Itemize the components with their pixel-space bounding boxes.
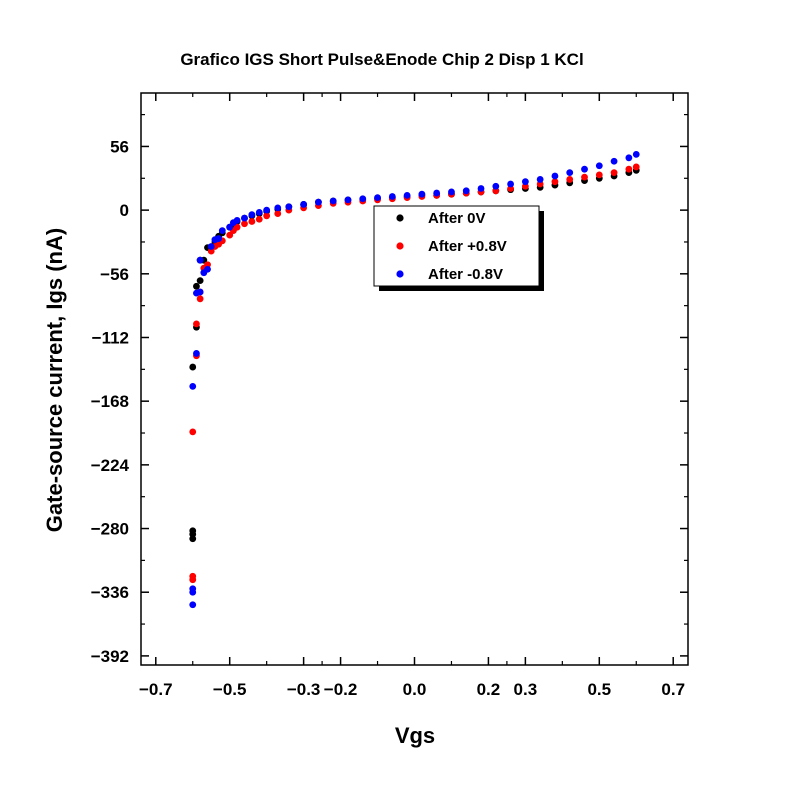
data-point	[274, 210, 282, 217]
data-point	[551, 178, 559, 186]
data-point	[233, 216, 241, 224]
data-point	[189, 428, 197, 436]
data-point	[359, 195, 367, 203]
data-point	[536, 176, 544, 183]
data-point	[226, 231, 234, 239]
data-point	[248, 218, 256, 225]
data-point	[315, 198, 322, 206]
data-point	[625, 165, 633, 173]
y-tick-label: 0	[120, 201, 129, 220]
data-point	[241, 220, 248, 228]
data-point	[344, 196, 352, 204]
y-axis: 56 0 −56 −112 −168 −224 −280 −336 −392	[91, 114, 688, 666]
data-point	[418, 190, 426, 198]
x-tick-label: −0.7	[139, 680, 173, 699]
data-point	[248, 211, 256, 219]
y-tick-label: 56	[110, 137, 129, 156]
data-point	[263, 212, 271, 220]
x-tick-label: 0.2	[477, 680, 501, 699]
data-point	[566, 176, 574, 183]
data-point	[610, 157, 618, 165]
legend-label: After 0V	[428, 210, 486, 227]
data-point	[507, 180, 514, 188]
data-point	[193, 320, 200, 328]
legend: After 0V After +0.8V After -0.8V	[373, 205, 544, 291]
x-tick-label: −0.5	[213, 680, 247, 699]
data-point	[521, 178, 529, 186]
data-point	[193, 350, 200, 357]
legend-label: After +0.8V	[428, 238, 507, 255]
y-tick-label: −280	[91, 520, 129, 539]
x-tick-label: −0.2	[324, 680, 358, 699]
data-point	[196, 288, 204, 296]
y-tick-label: −224	[91, 456, 130, 475]
data-point	[388, 193, 396, 200]
legend-marker	[396, 270, 404, 278]
legend-label: After -0.8V	[428, 266, 503, 283]
data-point	[374, 194, 381, 202]
data-point	[433, 189, 441, 197]
x-tick-label: 0.3	[514, 680, 538, 699]
data-point	[226, 223, 234, 231]
chart-title: Grafico IGS Short Pulse&Enode Chip 2 Dis…	[180, 50, 583, 69]
data-point	[492, 182, 500, 190]
legend-marker	[396, 214, 404, 222]
data-point	[477, 185, 485, 192]
data-point	[274, 204, 282, 212]
data-point	[285, 203, 293, 211]
plot-area-frame	[140, 92, 689, 666]
data-point	[196, 295, 204, 303]
data-point	[595, 162, 603, 170]
x-axis-label: Vgs	[395, 723, 435, 748]
data-point	[233, 223, 241, 231]
data-point	[215, 235, 223, 242]
x-tick-label: 0.5	[587, 680, 611, 699]
data-point	[196, 256, 204, 264]
y-tick-label: −56	[100, 265, 129, 284]
y-tick-label: −392	[91, 647, 129, 666]
data-point	[207, 243, 215, 250]
y-axis-label: Gate-source current, Igs (nA)	[42, 228, 67, 532]
x-tick-label: 0.7	[661, 680, 685, 699]
y-tick-label: −112	[92, 328, 129, 347]
data-point	[403, 191, 411, 199]
data-point	[241, 214, 248, 222]
data-point	[196, 277, 204, 285]
data-point	[218, 227, 226, 234]
data-point	[193, 282, 200, 290]
data-point	[189, 585, 197, 593]
data-points	[189, 151, 640, 609]
legend-marker	[396, 242, 404, 250]
data-point	[551, 172, 559, 180]
data-point	[581, 165, 588, 173]
data-point	[189, 527, 197, 535]
y-tick-label: −168	[91, 392, 129, 411]
data-point	[189, 572, 197, 580]
data-point	[448, 188, 455, 196]
x-tick-label: −0.3	[287, 680, 321, 699]
x-tick-label: 0.0	[403, 680, 427, 699]
data-point	[632, 163, 640, 171]
data-point	[329, 197, 337, 205]
data-point	[610, 169, 618, 177]
data-point	[566, 169, 574, 177]
data-point	[581, 173, 588, 181]
data-point	[255, 209, 263, 216]
data-point	[255, 215, 263, 223]
data-point	[263, 206, 271, 214]
data-point	[189, 601, 197, 609]
data-point	[189, 363, 197, 371]
series-2	[189, 151, 640, 609]
data-point	[625, 154, 633, 162]
y-tick-label: −336	[91, 583, 129, 602]
data-point	[189, 382, 197, 390]
x-axis: −0.7 −0.5 −0.3 −0.2 0.0 0.2 0.3 0.5 0.7	[139, 93, 685, 699]
data-point	[300, 201, 308, 208]
data-point	[204, 265, 211, 273]
data-point	[462, 187, 470, 195]
data-point	[632, 151, 640, 158]
data-point	[595, 171, 603, 179]
